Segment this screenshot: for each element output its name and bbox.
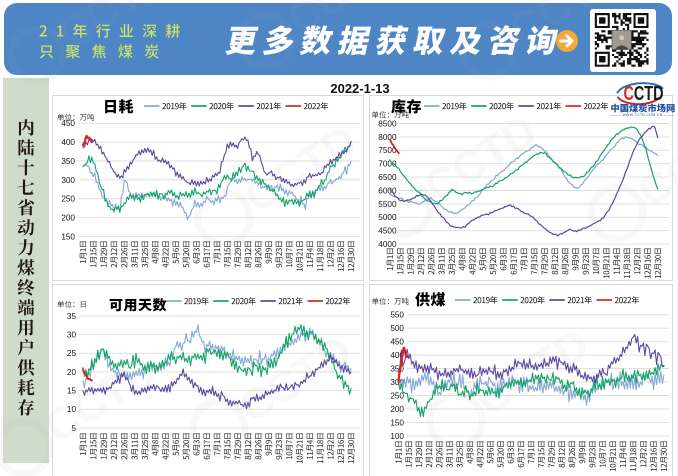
svg-text:4000: 4000 <box>378 240 397 249</box>
svg-text:100: 100 <box>390 432 404 441</box>
svg-text:150: 150 <box>61 232 75 241</box>
svg-text:6000: 6000 <box>378 186 397 195</box>
svg-text:5: 5 <box>71 424 76 433</box>
svg-text:5500: 5500 <box>378 200 397 209</box>
svg-text:20: 20 <box>67 368 77 377</box>
svg-text:4500: 4500 <box>378 227 397 236</box>
svg-text:150: 150 <box>390 418 404 427</box>
svg-text:5000: 5000 <box>378 213 397 222</box>
svg-text:450: 450 <box>61 119 75 128</box>
svg-text:10: 10 <box>67 405 77 414</box>
svg-text:300: 300 <box>61 176 75 185</box>
svg-text:35: 35 <box>67 312 77 321</box>
svg-text:200: 200 <box>390 405 404 414</box>
svg-text:350: 350 <box>61 157 75 166</box>
svg-text:200: 200 <box>61 214 75 223</box>
svg-text:7000: 7000 <box>378 160 397 169</box>
svg-text:250: 250 <box>61 195 75 204</box>
svg-text:550: 550 <box>390 311 404 320</box>
svg-text:CCTD: CCTD <box>624 82 664 105</box>
svg-text:8500: 8500 <box>378 119 397 128</box>
svg-text:25: 25 <box>67 349 77 358</box>
svg-text:15: 15 <box>67 387 77 396</box>
svg-text:8000: 8000 <box>378 133 397 142</box>
svg-text:250: 250 <box>390 391 404 400</box>
svg-text:450: 450 <box>390 338 404 347</box>
svg-text:2022-1-13: 2022-1-13 <box>330 81 389 96</box>
svg-text:400: 400 <box>390 351 404 360</box>
svg-text:350: 350 <box>390 365 404 374</box>
svg-text:400: 400 <box>61 138 75 147</box>
svg-text:7500: 7500 <box>378 146 397 155</box>
svg-text:30: 30 <box>67 331 77 340</box>
svg-text:6500: 6500 <box>378 173 397 182</box>
svg-text:——— WWW.CCTD.COM.CN ———: ——— WWW.CCTD.COM.CN ——— <box>610 113 676 117</box>
svg-text:300: 300 <box>390 378 404 387</box>
svg-text:500: 500 <box>390 324 404 333</box>
